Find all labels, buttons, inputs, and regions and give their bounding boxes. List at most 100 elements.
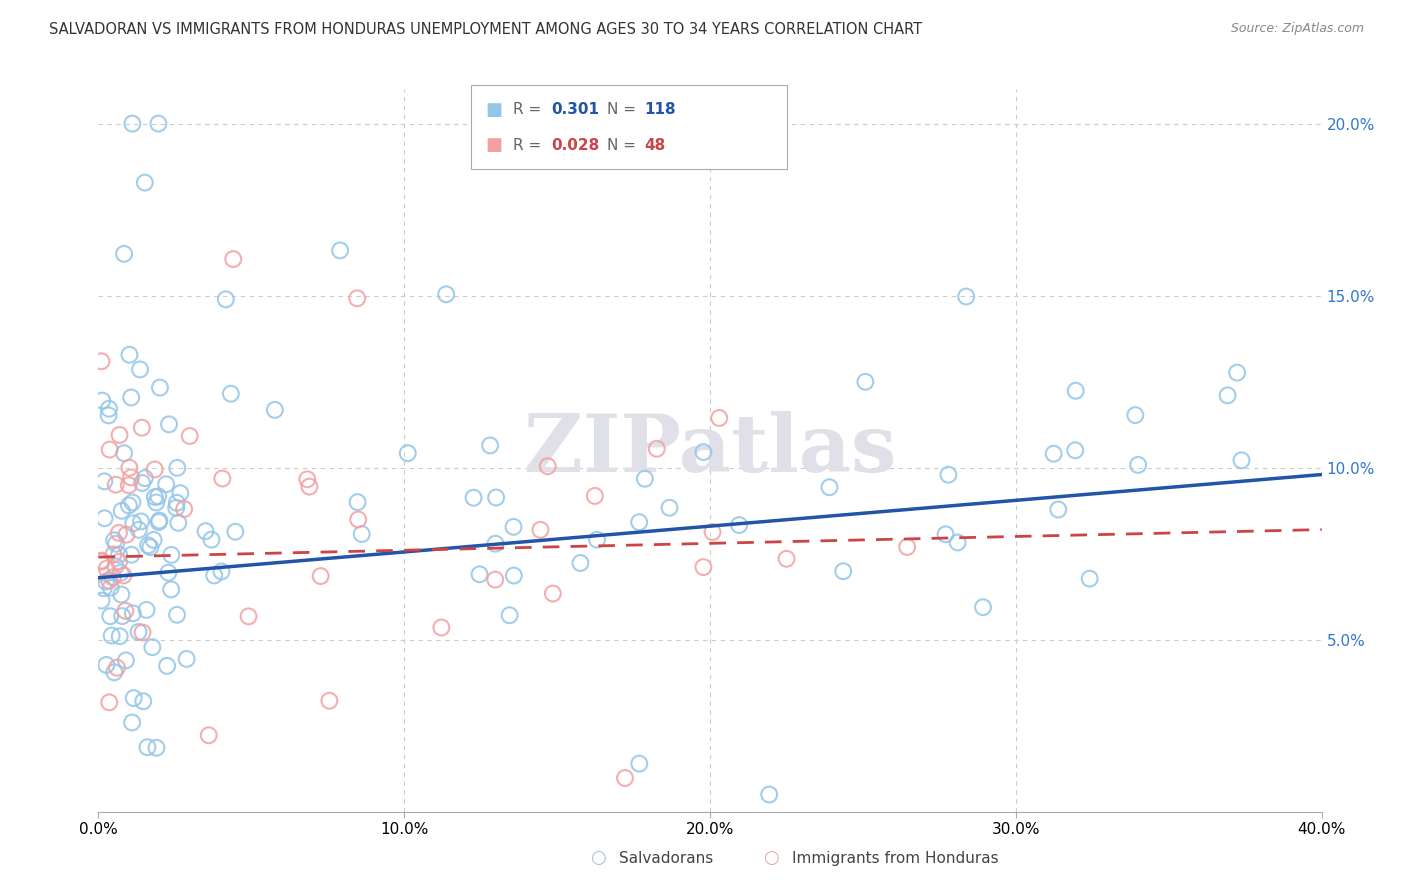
Point [758,788,780,802]
Text: N =: N = [607,138,641,153]
Point [179,429,201,443]
Point [121,117,143,131]
Point [120,548,142,562]
Point [298,480,321,494]
Point [145,495,167,509]
Text: ZIPatlas: ZIPatlas [524,411,896,490]
Point [96,657,118,672]
Point [108,548,131,562]
Point [614,771,637,785]
Point [135,603,157,617]
Point [628,756,651,771]
Point [238,609,260,624]
Point [329,244,352,258]
Point [197,728,219,742]
Point [264,403,287,417]
Point [346,291,368,305]
Point [104,559,127,574]
Point [569,556,592,570]
Point [468,567,491,582]
Text: 48: 48 [644,138,665,153]
Point [165,500,187,515]
Point [91,393,114,408]
Point [143,490,166,504]
Point [96,561,118,575]
Point [224,524,246,539]
Point [108,525,131,540]
Point [148,515,170,529]
Text: Immigrants from Honduras: Immigrants from Honduras [792,851,998,865]
Point [167,516,190,530]
Point [136,538,159,552]
Point [156,658,179,673]
Point [297,472,319,486]
Point [194,524,217,538]
Point [114,604,136,618]
Point [583,489,606,503]
Point [219,386,242,401]
Text: R =: R = [513,103,547,117]
Point [463,491,485,505]
Point [502,520,524,534]
Point [709,411,731,425]
Point [121,715,143,730]
Point [166,460,188,475]
Point [1230,453,1253,467]
Point [318,694,340,708]
Point [818,480,841,494]
Point [1047,502,1070,516]
Text: Source: ZipAtlas.com: Source: ZipAtlas.com [1230,22,1364,36]
Point [148,489,170,503]
Text: ■: ■ [485,136,502,154]
Point [111,609,134,624]
Point [896,540,918,554]
Point [129,515,152,529]
Point [149,381,172,395]
Point [104,477,127,491]
Point [131,625,153,640]
Point [479,438,502,452]
Point [160,548,183,562]
Point [1064,384,1087,398]
Point [157,566,180,580]
Point [131,421,153,435]
Point [118,348,141,362]
Point [141,640,163,655]
Point [200,533,222,547]
Point [155,477,177,491]
Point [108,428,131,442]
Point [90,354,112,368]
Point [222,252,245,266]
Point [136,740,159,755]
Point [118,460,141,475]
Point [142,533,165,547]
Point [143,462,166,476]
Point [129,362,152,376]
Point [122,691,145,706]
Point [1125,408,1147,422]
Point [853,375,876,389]
Point [100,628,122,642]
Point [728,518,751,533]
Point [90,555,112,569]
Point [309,569,332,583]
Point [541,586,564,600]
Point [115,527,138,541]
Text: ■: ■ [485,101,502,119]
Point [211,565,233,579]
Point [658,500,681,515]
Point [202,568,225,582]
Point [176,652,198,666]
Point [173,502,195,516]
Point [537,459,560,474]
Point [972,600,994,615]
Point [115,653,138,667]
Point [1064,443,1087,458]
Point [93,475,115,489]
Point [1126,458,1149,472]
Point [112,247,135,261]
Text: ○: ○ [762,849,779,867]
Point [148,514,170,528]
Point [955,289,977,303]
Point [97,409,120,423]
